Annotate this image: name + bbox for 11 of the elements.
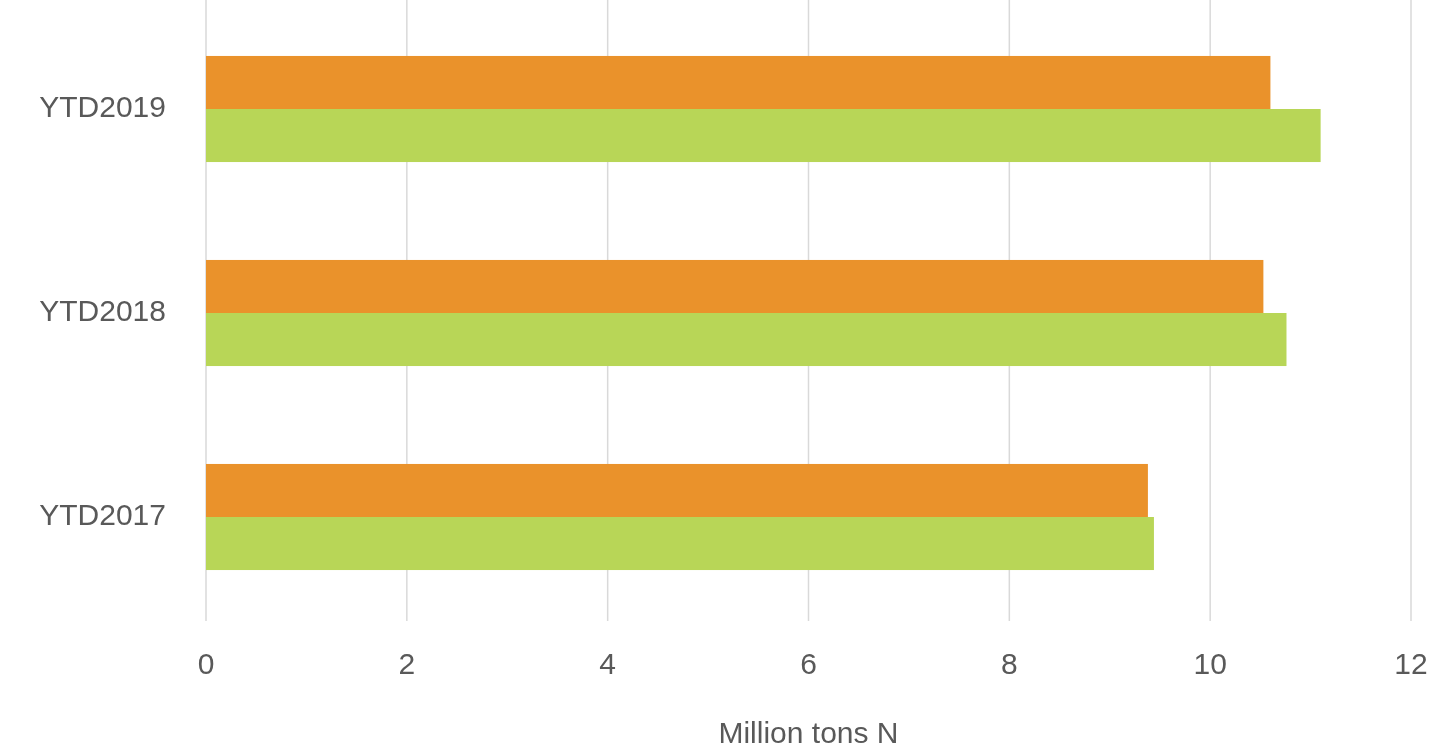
y-tick-label: YTD2017 [39,497,166,531]
x-tick-label: 12 [1394,647,1428,680]
x-tick-label: 8 [1000,647,1018,680]
y-tick-label: YTD2018 [39,293,166,327]
x-tick-label: 2 [398,647,416,680]
x-tick-label: 6 [800,647,817,680]
x-axis-title: Million tons N [718,716,899,749]
y-tick-label: YTD2019 [39,89,166,123]
x-tick-label: 0 [197,647,215,680]
x-tick-label: 4 [599,647,617,680]
x-tick-label: 10 [1193,647,1227,680]
